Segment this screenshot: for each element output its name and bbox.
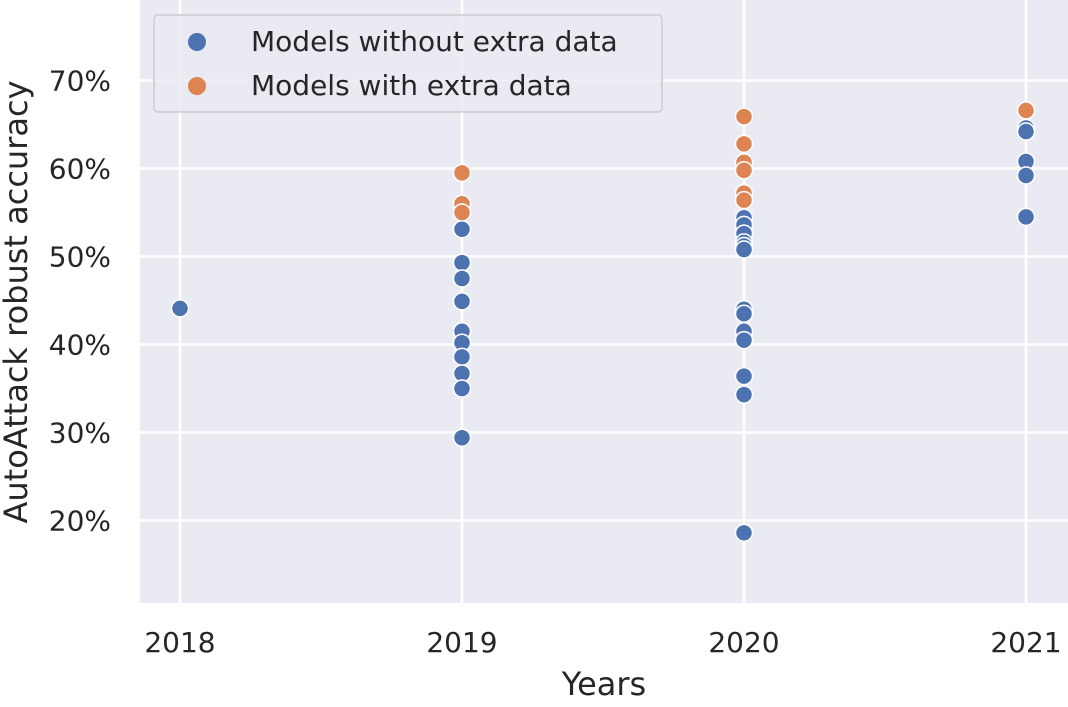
data-points: [170, 101, 1036, 543]
point-without-extra-data: [734, 330, 754, 350]
x-tick-label: 2021: [990, 626, 1061, 659]
point-without-extra-data: [734, 240, 754, 259]
legend-box: [153, 14, 663, 113]
y-axis-title: AutoAttack robust accuracy: [0, 80, 35, 523]
point-without-extra-data: [1016, 122, 1036, 141]
point-without-extra-data: [734, 366, 754, 386]
point-without-extra-data: [452, 292, 472, 311]
legend-marker-with-extra: [188, 77, 206, 95]
point-without-extra-data: [452, 253, 472, 272]
y-tick-label: 20%: [49, 505, 111, 538]
point-without-extra-data: [734, 304, 754, 323]
y-tick-label: 40%: [49, 329, 111, 362]
point-with-extra-data: [452, 163, 472, 183]
point-without-extra-data: [452, 428, 472, 448]
x-tick-label: 2018: [144, 626, 215, 659]
point-with-extra-data: [452, 203, 472, 222]
x-tick-label: 2020: [708, 626, 779, 659]
y-tick-label: 70%: [49, 65, 111, 98]
point-without-extra-data: [452, 347, 472, 367]
tick-labels: 2018 2019 2020 2021 20% 30% 40% 50% 60% 70%: [49, 65, 1062, 660]
legend-label-with-extra: Models with extra data: [251, 69, 572, 102]
point-without-extra-data: [734, 385, 754, 404]
point-with-extra-data: [734, 161, 754, 180]
point-without-extra-data: [734, 523, 754, 543]
y-tick-label: 30%: [49, 417, 111, 450]
legend-label-without-extra: Models without extra data: [251, 25, 618, 58]
legend: Models without extra data Models with ex…: [153, 14, 663, 113]
point-with-extra-data: [734, 190, 754, 210]
point-without-extra-data: [1016, 207, 1036, 227]
point-with-extra-data: [734, 107, 754, 126]
point-without-extra-data: [452, 269, 472, 288]
legend-marker-without-extra: [188, 33, 206, 51]
y-tick-label: 60%: [49, 153, 111, 186]
x-axis-title: Years: [561, 665, 646, 703]
point-without-extra-data: [1016, 166, 1036, 185]
point-with-extra-data: [734, 134, 754, 154]
point-without-extra-data: [452, 379, 472, 398]
point-with-extra-data: [1016, 101, 1036, 120]
y-tick-label: 50%: [49, 241, 111, 274]
point-without-extra-data: [452, 219, 472, 239]
x-tick-label: 2019: [426, 626, 497, 659]
point-without-extra-data: [170, 299, 190, 318]
